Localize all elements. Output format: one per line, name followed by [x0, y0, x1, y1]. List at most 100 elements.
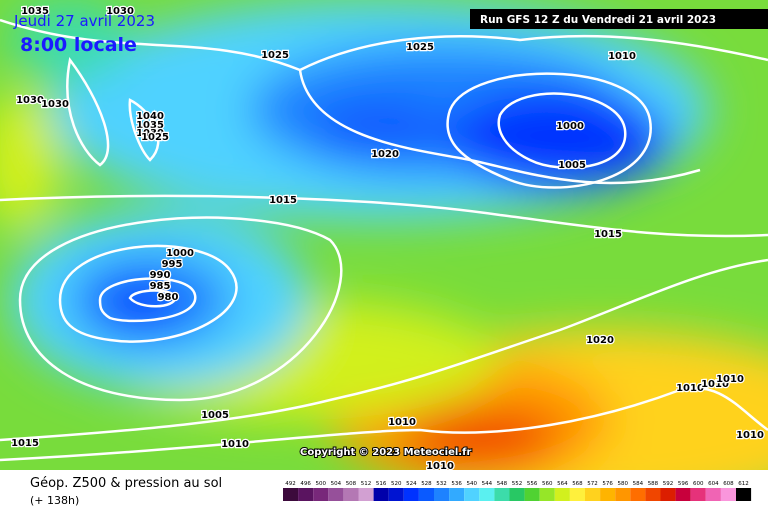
- scale-label: 568: [572, 481, 583, 487]
- scale-label: 556: [527, 481, 538, 487]
- scale-label: 576: [602, 481, 613, 487]
- isobar-label: 1020: [586, 335, 614, 346]
- color-swatch: [736, 488, 752, 501]
- isobar-label: 1010: [716, 374, 744, 385]
- scale-label: 512: [361, 481, 372, 487]
- color-swatch: [403, 488, 419, 501]
- color-swatch: [418, 488, 434, 501]
- color-swatch: [585, 488, 601, 501]
- color-swatch: [600, 488, 616, 501]
- color-swatch: [388, 488, 404, 501]
- color-swatch: [283, 488, 299, 501]
- scale-label: 552: [512, 481, 523, 487]
- scale-label: 548: [497, 481, 508, 487]
- scale-label: 528: [421, 481, 432, 487]
- color-swatch: [660, 488, 676, 501]
- scale-label: 544: [482, 481, 493, 487]
- isobar-label: 1000: [166, 248, 194, 259]
- footer-lead: (+ 138h): [30, 494, 79, 507]
- scale-label: 572: [587, 481, 598, 487]
- isobar-label: 1030: [41, 99, 69, 110]
- run-banner: [470, 9, 768, 29]
- isobar-label: 1000: [556, 121, 584, 132]
- scale-label: 584: [633, 481, 644, 487]
- scale-label: 608: [723, 481, 734, 487]
- isobar-label: 1010: [736, 430, 764, 441]
- color-swatch: [690, 488, 706, 501]
- color-swatch: [675, 488, 691, 501]
- color-swatch: [569, 488, 585, 501]
- isobar-label: 1015: [269, 195, 297, 206]
- color-swatch: [539, 488, 555, 501]
- time: 8:00 locale: [20, 34, 137, 56]
- isobar-label: 1035: [21, 6, 49, 17]
- isobars: [0, 18, 768, 462]
- scale-label: 596: [678, 481, 689, 487]
- isobar-label: 995: [162, 259, 183, 270]
- scale-label: 496: [300, 481, 311, 487]
- scale-label: 580: [618, 481, 629, 487]
- color-swatch: [464, 488, 480, 501]
- color-swatch: [328, 488, 344, 501]
- isobar-label: 1015: [594, 229, 622, 240]
- scale-label: 588: [648, 481, 659, 487]
- isobar-label: 1030: [16, 95, 44, 106]
- copyright: Copyright © 2023 Meteociel.fr: [300, 447, 471, 458]
- isobar-label: 1035: [136, 120, 164, 131]
- isobar-label: 1030: [136, 128, 164, 139]
- isobar-label: 1010: [221, 439, 249, 450]
- color-swatch: [509, 488, 525, 501]
- scale-label: 500: [316, 481, 327, 487]
- scale-label: 536: [451, 481, 462, 487]
- date: Jeudi 27 avril 2023: [13, 12, 155, 30]
- color-swatch: [343, 488, 359, 501]
- isobar-label: 1010: [608, 51, 636, 62]
- isobar-label: 980: [158, 292, 179, 303]
- color-swatch: [313, 488, 329, 501]
- scale-label: 540: [467, 481, 478, 487]
- isobar-label: 1030: [106, 6, 134, 17]
- isobar-label: 1010: [388, 417, 416, 428]
- scale-label: 564: [557, 481, 568, 487]
- scale-label: 492: [285, 481, 296, 487]
- scale-label: 524: [406, 481, 417, 487]
- isobar-label: 1015: [11, 438, 39, 449]
- scale-label: 560: [542, 481, 553, 487]
- color-swatch: [615, 488, 631, 501]
- color-swatch: [373, 488, 389, 501]
- color-swatch: [449, 488, 465, 501]
- isobar-label: 1010: [701, 379, 729, 390]
- isobar-label: 1005: [201, 410, 229, 421]
- isobar-labels: 1035 103010251025101010301030104010351030…: [10, 5, 765, 474]
- scale-label: 592: [663, 481, 674, 487]
- footer-title: Géop. Z500 & pression au sol: [30, 476, 222, 491]
- isobar-label: 1010: [426, 461, 454, 472]
- run-info: Run GFS 12 Z du Vendredi 21 avril 2023: [480, 14, 716, 26]
- color-scale: 492 496 500 504 508 512 516 520 524 528 532 536 540 5…: [283, 481, 752, 501]
- isobar-label: 1025: [261, 50, 289, 61]
- isobar-label: 1025: [141, 132, 169, 143]
- color-swatch: [554, 488, 570, 501]
- color-swatch: [494, 488, 510, 501]
- color-swatch: [479, 488, 495, 501]
- color-swatch: [630, 488, 646, 501]
- color-swatch: [434, 488, 450, 501]
- scale-label: 600: [693, 481, 704, 487]
- color-swatch: [645, 488, 661, 501]
- isobar-label: 1025: [406, 42, 434, 53]
- scale-label: 508: [346, 481, 357, 487]
- color-swatch: [524, 488, 540, 501]
- isobar-label: 1040: [136, 111, 164, 122]
- scale-label: 612: [738, 481, 749, 487]
- isobar-label: 990: [150, 270, 171, 281]
- color-swatch: [720, 488, 736, 501]
- color-swatch: [358, 488, 374, 501]
- scale-label: 532: [436, 481, 447, 487]
- scale-label: 504: [331, 481, 342, 487]
- isobar-label: 1020: [371, 149, 399, 160]
- color-swatch: [705, 488, 721, 501]
- scale-label: 604: [708, 481, 719, 487]
- color-swatch: [298, 488, 314, 501]
